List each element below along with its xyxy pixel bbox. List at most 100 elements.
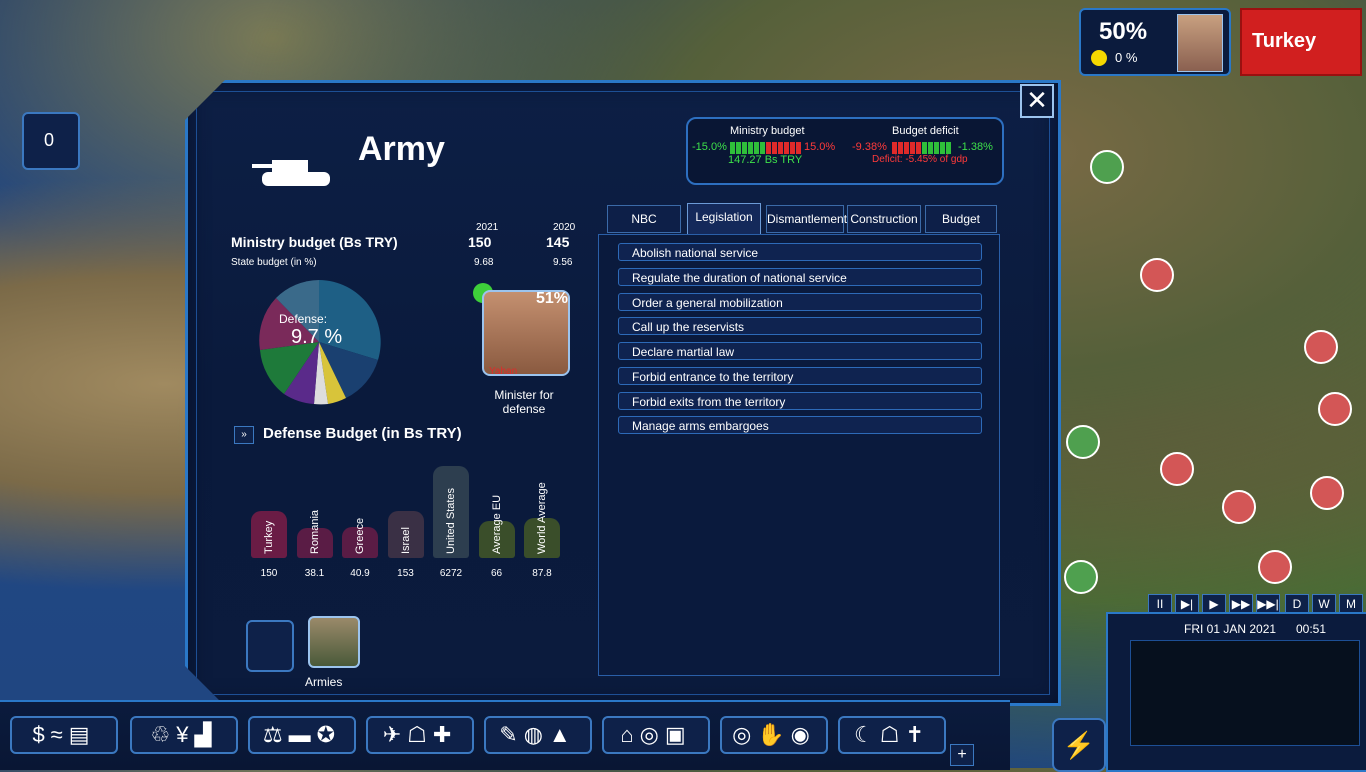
budget-deficit-max: -1.38% bbox=[958, 141, 993, 153]
budget-deficit-title: Budget deficit bbox=[892, 125, 959, 137]
map-marker[interactable] bbox=[1090, 150, 1124, 184]
panel-inner-border bbox=[196, 91, 1050, 695]
chart-bar bbox=[387, 511, 424, 558]
chart-value-label: 150 bbox=[260, 568, 278, 579]
ministry-budget-slider[interactable] bbox=[730, 139, 802, 157]
tab-nbc[interactable]: NBC bbox=[607, 205, 681, 233]
minister-approval: 51% bbox=[536, 290, 569, 307]
tab-construction[interactable]: Construction bbox=[847, 205, 921, 233]
legislation-item[interactable]: Abolish national service bbox=[618, 243, 982, 261]
legislation-item[interactable]: Forbid entrance to the territory bbox=[618, 367, 982, 385]
pie-slice bbox=[260, 342, 319, 394]
chart-category-label: Israel bbox=[399, 527, 412, 554]
general-portrait[interactable] bbox=[308, 616, 360, 668]
legislation-item[interactable]: Regulate the duration of national servic… bbox=[618, 268, 982, 286]
notification-button[interactable]: 0 bbox=[22, 112, 80, 170]
global-view-button[interactable]: ⚡ bbox=[1052, 718, 1106, 772]
budget-value-2020: 145 bbox=[546, 234, 570, 250]
legislation-item[interactable]: Manage arms embargoes bbox=[618, 416, 982, 434]
chart-bar bbox=[524, 517, 560, 558]
military-group[interactable]: ⚖▬✪ bbox=[248, 716, 356, 754]
fastest-button[interactable]: ▶▶| bbox=[1256, 594, 1280, 614]
chart-bar bbox=[296, 528, 333, 558]
play-button[interactable]: ▶ bbox=[1202, 594, 1226, 614]
minister-role: Minister for defense bbox=[494, 388, 554, 416]
chart-category-label: World Average bbox=[536, 482, 548, 554]
chart-value-label: 66 bbox=[490, 568, 503, 579]
map-marker[interactable] bbox=[1066, 425, 1100, 459]
legislation-item[interactable]: Declare martial law bbox=[618, 342, 982, 360]
map-marker[interactable] bbox=[1304, 330, 1338, 364]
leader-avatar[interactable] bbox=[1177, 14, 1223, 72]
step-button[interactable]: ▶| bbox=[1175, 594, 1199, 614]
map-marker[interactable] bbox=[1318, 392, 1352, 426]
map-marker[interactable] bbox=[1222, 490, 1256, 524]
chart-category-label: United States bbox=[445, 487, 457, 554]
chart-value-label: 38.1 bbox=[304, 568, 325, 579]
defense-budget-title: Defense Budget (in Bs TRY) bbox=[263, 425, 462, 442]
armies-label: Armies bbox=[305, 675, 343, 689]
chart-category-label: Greece bbox=[354, 517, 366, 554]
map-marker[interactable] bbox=[1160, 452, 1194, 486]
year-2021: 2021 bbox=[476, 222, 499, 233]
religion-group[interactable]: ☾☖✝ bbox=[838, 716, 946, 754]
defense-budget-arrow-icon[interactable]: » bbox=[234, 426, 254, 444]
approval-change: 0 % bbox=[1115, 50, 1138, 65]
budget-deficit-slider[interactable] bbox=[892, 139, 952, 157]
pie-slice bbox=[259, 298, 319, 350]
state-budget-label: State budget (in %) bbox=[231, 257, 317, 268]
tab-legislation[interactable]: Legislation bbox=[687, 203, 761, 235]
clock-time: 00:51 bbox=[1296, 622, 1327, 636]
chart-value-label: 87.8 bbox=[532, 568, 552, 579]
approval-value: 50% bbox=[1099, 18, 1148, 45]
diplomacy-group[interactable]: ◎✋◉ bbox=[720, 716, 828, 754]
pie-defense-label: Defense: bbox=[279, 312, 328, 326]
chart-bar bbox=[478, 521, 515, 558]
panel-title: Army bbox=[358, 130, 445, 168]
budget-deficit-value: Deficit: -5.45% of gdp bbox=[872, 154, 968, 165]
army-unit-icon[interactable] bbox=[246, 620, 294, 672]
minimap-view[interactable] bbox=[1130, 640, 1360, 746]
chart-bar bbox=[433, 466, 469, 558]
ministry-budget-value: 147.27 Bs TRY bbox=[728, 154, 803, 166]
culture-group[interactable]: ✎◍▲ bbox=[484, 716, 592, 754]
pie-slice bbox=[276, 280, 319, 342]
population-group[interactable]: ✈☖✚ bbox=[366, 716, 474, 754]
legislation-item[interactable]: Order a general mobilization bbox=[618, 293, 982, 311]
tab-dismantlement[interactable]: Dismantlement bbox=[766, 205, 847, 233]
close-button[interactable]: ✕ bbox=[1020, 84, 1054, 118]
resources-group[interactable]: ♲¥▟ bbox=[130, 716, 238, 754]
map-marker[interactable] bbox=[1310, 476, 1344, 510]
day-button[interactable]: D bbox=[1285, 594, 1309, 614]
country-flag-button[interactable]: Turkey bbox=[1240, 8, 1362, 76]
pie-slice bbox=[319, 342, 378, 398]
economy-group[interactable]: $≈▤ bbox=[10, 716, 118, 754]
tab-budget[interactable]: Budget bbox=[925, 205, 997, 233]
chart-bar bbox=[342, 527, 378, 558]
budget-pie-chart[interactable] bbox=[256, 280, 382, 420]
smiley-icon bbox=[1091, 50, 1107, 66]
legislation-item[interactable]: Call up the reservists bbox=[618, 317, 982, 335]
tank-icon bbox=[252, 160, 330, 186]
minister-portrait[interactable] bbox=[482, 290, 570, 376]
month-button[interactable]: M bbox=[1339, 594, 1363, 614]
pause-button[interactable]: II bbox=[1148, 594, 1172, 614]
chart-value-label: 153 bbox=[397, 568, 414, 579]
ministry-budget-title: Ministry budget bbox=[730, 125, 805, 137]
chart-category-label: Romania bbox=[308, 509, 321, 554]
government-group[interactable]: ⌂◎▣ bbox=[602, 716, 710, 754]
toolbar-plus-button[interactable]: + bbox=[950, 744, 974, 766]
map-marker[interactable] bbox=[1064, 560, 1098, 594]
state-budget-2020: 9.56 bbox=[553, 257, 573, 268]
week-button[interactable]: W bbox=[1312, 594, 1336, 614]
map-marker[interactable] bbox=[1258, 550, 1292, 584]
ministry-budget-label: Ministry budget (Bs TRY) bbox=[231, 234, 398, 250]
legislation-item[interactable]: Forbid exits from the territory bbox=[618, 392, 982, 410]
fast-forward-button[interactable]: ▶▶ bbox=[1229, 594, 1253, 614]
country-name: Turkey bbox=[1252, 30, 1317, 52]
pie-slice bbox=[319, 280, 381, 360]
map-marker[interactable] bbox=[1140, 258, 1174, 292]
minimap[interactable]: FRI 01 JAN 2021 00:51 bbox=[1106, 612, 1366, 772]
approval-widget[interactable]: 50% 0 % bbox=[1079, 8, 1231, 76]
pie-slice bbox=[314, 342, 328, 405]
